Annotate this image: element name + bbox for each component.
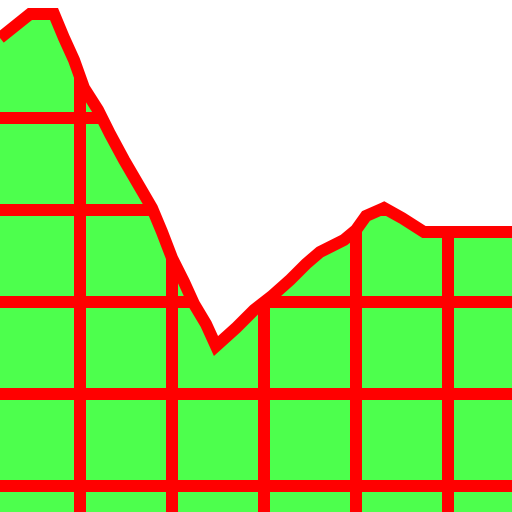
grid-horizontal-line bbox=[0, 480, 512, 492]
terrain-edge bbox=[0, 7, 512, 356]
grid-vertical-line bbox=[74, 14, 86, 512]
grid-horizontal-line bbox=[0, 388, 512, 400]
terrain-fill bbox=[0, 14, 512, 512]
